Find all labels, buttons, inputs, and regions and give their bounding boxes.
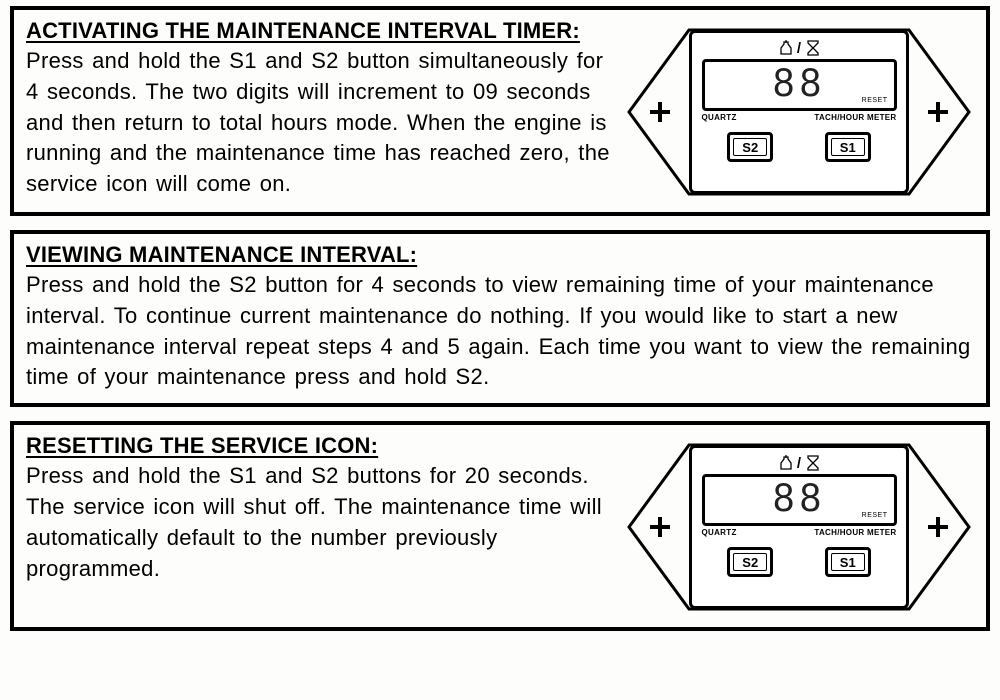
icon-row: / <box>779 39 819 57</box>
button-s1: S1 <box>825 547 871 577</box>
mount-ear-left <box>636 92 688 132</box>
label-row: QUARTZ TACH/HOUR METER <box>702 528 897 537</box>
button-s2: S2 <box>727 132 773 162</box>
label-tachhour: TACH/HOUR METER <box>814 113 896 122</box>
mount-ear-right <box>910 92 962 132</box>
mount-ear-right <box>910 507 962 547</box>
device-body: / 88 RESET QUARTZ TACH/HOUR METER S2 S1 <box>689 30 909 194</box>
button-s2: S2 <box>727 547 773 577</box>
oilcan-icon <box>779 455 793 471</box>
lcd-display: 88 RESET <box>702 474 897 526</box>
icon-row: / <box>779 454 819 472</box>
reset-label: RESET <box>862 512 888 519</box>
text-column: RESETTING THE SERVICE ICON: Press and ho… <box>26 433 614 584</box>
button-s1-label: S1 <box>840 140 856 155</box>
device-illustration: / 88 RESET QUARTZ TACH/HOUR METER S2 S1 <box>624 433 974 617</box>
lcd-digits: 88 <box>772 477 826 524</box>
section-resetting: RESETTING THE SERVICE ICON: Press and ho… <box>10 421 990 631</box>
text-column: VIEWING MAINTENANCE INTERVAL: Press and … <box>26 242 974 393</box>
hourglass-icon <box>807 455 819 471</box>
body-activating: Press and hold the S1 and S2 button simu… <box>26 46 614 200</box>
hourglass-icon <box>807 40 819 56</box>
section-activating: ACTIVATING THE MAINTENANCE INTERVAL TIME… <box>10 6 990 216</box>
text-column: ACTIVATING THE MAINTENANCE INTERVAL TIME… <box>26 18 614 200</box>
body-viewing: Press and hold the S2 button for 4 secon… <box>26 270 974 393</box>
body-resetting: Press and hold the S1 and S2 buttons for… <box>26 461 614 584</box>
mount-ear-left <box>636 507 688 547</box>
icon-slash: / <box>797 40 803 57</box>
label-tachhour: TACH/HOUR METER <box>814 528 896 537</box>
label-quartz: QUARTZ <box>702 113 737 122</box>
label-row: QUARTZ TACH/HOUR METER <box>702 113 897 122</box>
device-illustration: / 88 RESET QUARTZ TACH/HOUR METER S2 S1 <box>624 18 974 202</box>
screw-slot <box>658 517 662 537</box>
button-s1-label: S1 <box>840 555 856 570</box>
button-row: S2 S1 <box>702 547 897 577</box>
button-s2-label: S2 <box>742 555 758 570</box>
heading-viewing: VIEWING MAINTENANCE INTERVAL: <box>26 242 974 268</box>
screw-slot <box>658 102 662 122</box>
heading-activating: ACTIVATING THE MAINTENANCE INTERVAL TIME… <box>26 18 614 44</box>
screw-slot <box>936 102 940 122</box>
screw-slot <box>936 517 940 537</box>
button-row: S2 S1 <box>702 132 897 162</box>
button-s1: S1 <box>825 132 871 162</box>
heading-resetting: RESETTING THE SERVICE ICON: <box>26 433 614 459</box>
lcd-display: 88 RESET <box>702 59 897 111</box>
device-body: / 88 RESET QUARTZ TACH/HOUR METER S2 S1 <box>689 445 909 609</box>
icon-slash: / <box>797 455 803 472</box>
reset-label: RESET <box>862 97 888 104</box>
label-quartz: QUARTZ <box>702 528 737 537</box>
lcd-digits: 88 <box>772 61 826 108</box>
section-viewing: VIEWING MAINTENANCE INTERVAL: Press and … <box>10 230 990 407</box>
oilcan-icon <box>779 40 793 56</box>
button-s2-label: S2 <box>742 140 758 155</box>
